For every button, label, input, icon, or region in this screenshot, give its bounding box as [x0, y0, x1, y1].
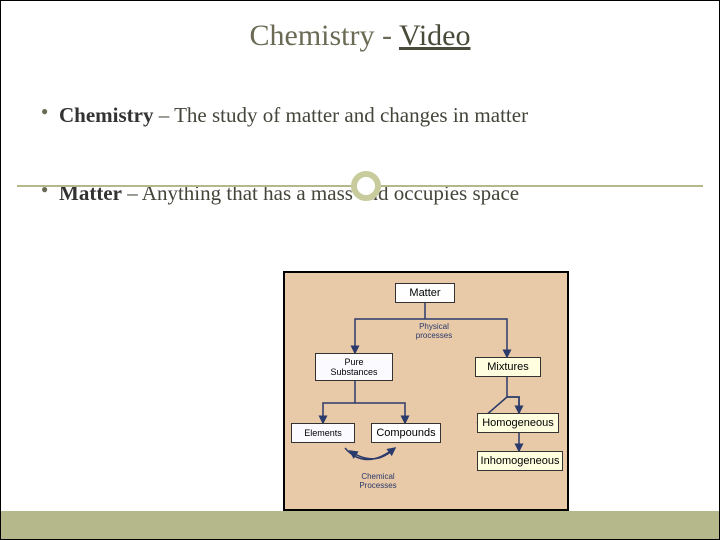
- bullet-chemistry: Chemistry – The study of matter and chan…: [41, 101, 679, 129]
- diagram-connectors: [285, 273, 571, 513]
- node-compounds: Compounds: [371, 423, 441, 443]
- label-physical-processes: Physical processes: [409, 323, 459, 341]
- node-inhomogeneous: Inhomogeneous: [477, 451, 563, 471]
- node-pure-substances: Pure Substances: [315, 353, 393, 381]
- bottom-accent-bar: [1, 511, 719, 539]
- title-main: Chemistry -: [250, 19, 399, 52]
- divider-ring-icon: [351, 171, 381, 201]
- def-chemistry: – The study of matter and changes in mat…: [153, 103, 528, 127]
- term-chemistry: Chemistry: [59, 103, 153, 127]
- node-homogeneous: Homogeneous: [477, 413, 559, 433]
- diagram-bg: Matter Pure Substances Mixtures Elements…: [283, 271, 569, 511]
- node-matter: Matter: [395, 283, 455, 303]
- label-chemical-processes: Chemical Processes: [351, 473, 405, 491]
- title-video-link[interactable]: Video: [399, 19, 471, 52]
- slide: Chemistry - Video Chemistry – The study …: [0, 0, 720, 540]
- node-elements: Elements: [291, 423, 355, 443]
- node-mixtures: Mixtures: [475, 357, 541, 377]
- slide-title: Chemistry - Video: [1, 1, 719, 53]
- matter-diagram: Matter Pure Substances Mixtures Elements…: [283, 271, 569, 511]
